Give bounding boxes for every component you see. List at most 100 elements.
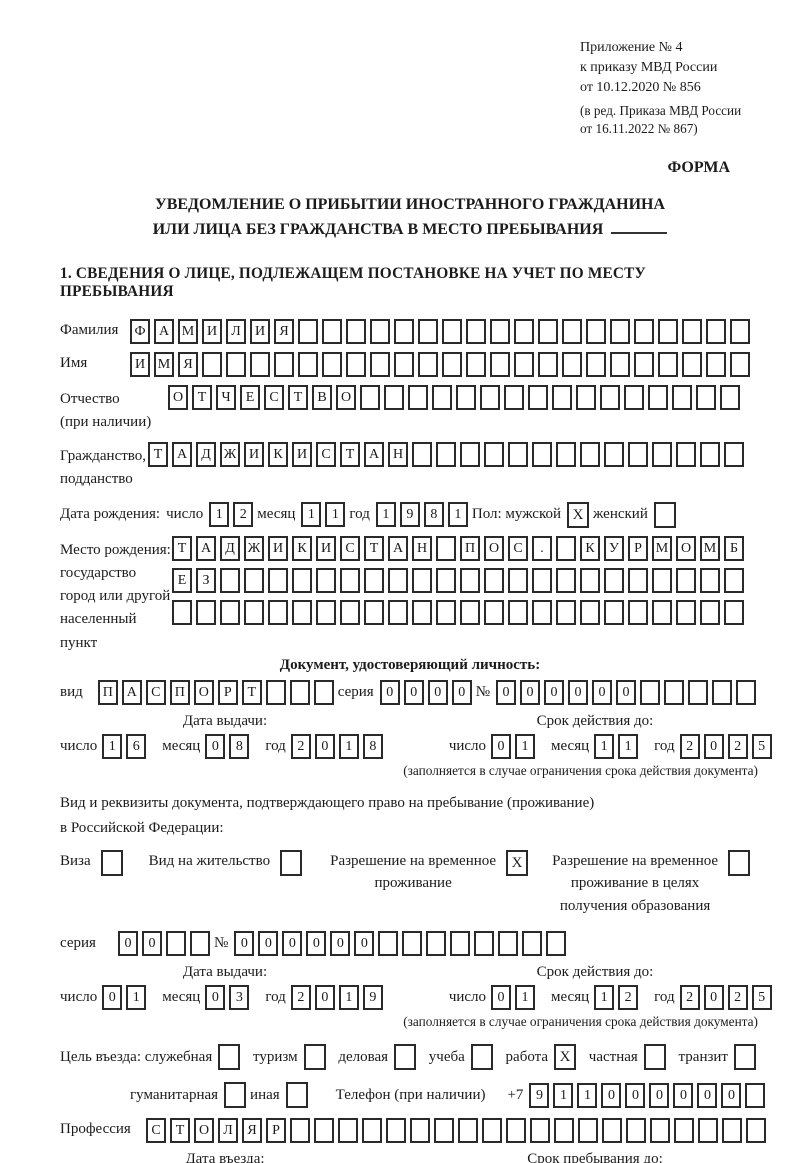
char-box[interactable] [418,318,438,344]
char-box[interactable]: 2 [233,502,254,528]
char-box[interactable] [634,318,654,344]
char-box[interactable] [514,351,534,377]
char-box[interactable] [490,351,510,377]
char-box[interactable] [340,567,360,593]
char-box[interactable]: 1 [447,502,468,528]
char-box[interactable] [303,1044,326,1071]
char-box[interactable] [672,384,692,410]
char-box[interactable]: 0 [491,733,512,759]
char-box[interactable] [474,931,495,957]
char-box[interactable] [706,318,726,344]
char-box[interactable]: 0 [544,679,564,705]
char-box[interactable]: 2 [727,733,748,759]
char-box[interactable] [556,567,576,593]
char-box[interactable]: А [364,442,384,468]
char-box[interactable]: 0 [205,733,226,759]
char-box[interactable] [532,567,552,593]
char-box[interactable]: И [244,442,264,468]
char-box[interactable]: 1 [618,733,639,759]
char-box[interactable] [538,318,558,344]
char-box[interactable] [724,442,744,468]
char-box[interactable]: З [196,567,216,593]
char-box[interactable] [172,599,192,625]
char-box[interactable]: X [567,501,590,528]
char-box[interactable]: Ж [244,535,264,561]
char-box[interactable]: П [97,679,118,705]
char-box[interactable]: 1 [102,733,123,759]
char-box[interactable]: 1 [209,502,230,528]
char-box[interactable]: 0 [649,1082,670,1108]
char-box[interactable] [508,442,528,468]
char-box[interactable] [730,318,750,344]
char-box[interactable] [370,351,390,377]
char-box[interactable] [682,318,702,344]
char-box[interactable]: М [178,318,198,344]
char-box[interactable]: А [154,318,174,344]
char-box[interactable] [576,384,596,410]
char-box[interactable]: И [268,535,288,561]
char-box[interactable]: 2 [290,733,311,759]
char-box[interactable] [436,442,456,468]
char-box[interactable]: К [292,535,312,561]
char-box[interactable]: Е [172,567,192,593]
char-box[interactable]: В [312,384,332,410]
char-box[interactable] [700,442,720,468]
char-box[interactable] [508,567,528,593]
char-box[interactable]: Л [218,1118,238,1144]
char-box[interactable]: И [316,535,336,561]
char-box[interactable] [700,567,720,593]
char-box[interactable]: И [250,318,270,344]
char-box[interactable] [634,351,654,377]
char-box[interactable]: 0 [314,733,335,759]
char-box[interactable] [538,351,558,377]
char-box[interactable]: 5 [751,733,772,759]
char-box[interactable] [450,931,471,957]
char-box[interactable] [706,351,726,377]
char-box[interactable]: С [316,442,336,468]
char-box[interactable] [736,679,756,705]
char-box[interactable] [386,1118,406,1144]
char-box[interactable] [274,351,294,377]
char-box[interactable]: 3 [229,985,250,1011]
char-box[interactable] [166,931,186,957]
char-box[interactable] [292,567,312,593]
char-box[interactable]: 1 [301,502,322,528]
char-box[interactable]: Я [242,1118,262,1144]
char-box[interactable]: 0 [601,1082,622,1108]
char-box[interactable]: 0 [118,931,138,957]
char-box[interactable]: И [202,318,222,344]
char-box[interactable]: 1 [577,1082,598,1108]
char-box[interactable] [745,1082,766,1108]
char-box[interactable]: С [145,679,166,705]
char-box[interactable]: О [336,384,356,410]
char-box[interactable]: Т [172,535,192,561]
char-box[interactable]: Н [412,535,432,561]
char-box[interactable] [412,442,432,468]
char-box[interactable] [442,351,462,377]
char-box[interactable]: 0 [496,679,516,705]
char-box[interactable] [460,567,480,593]
char-box[interactable]: Д [220,535,240,561]
char-box[interactable] [676,599,696,625]
char-box[interactable]: Т [170,1118,190,1144]
char-box[interactable]: 1 [338,733,359,759]
char-box[interactable] [712,679,732,705]
char-box[interactable] [218,1044,241,1071]
char-box[interactable]: О [194,1118,214,1144]
char-box[interactable] [610,318,630,344]
char-box[interactable] [265,679,286,705]
char-box[interactable] [580,442,600,468]
char-box[interactable] [664,679,684,705]
char-box[interactable] [586,318,606,344]
char-box[interactable] [484,599,504,625]
char-box[interactable] [442,318,462,344]
char-box[interactable] [624,384,644,410]
char-box[interactable] [528,384,548,410]
char-box[interactable] [412,599,432,625]
purpose-work-checkbox[interactable]: X [554,1044,580,1071]
